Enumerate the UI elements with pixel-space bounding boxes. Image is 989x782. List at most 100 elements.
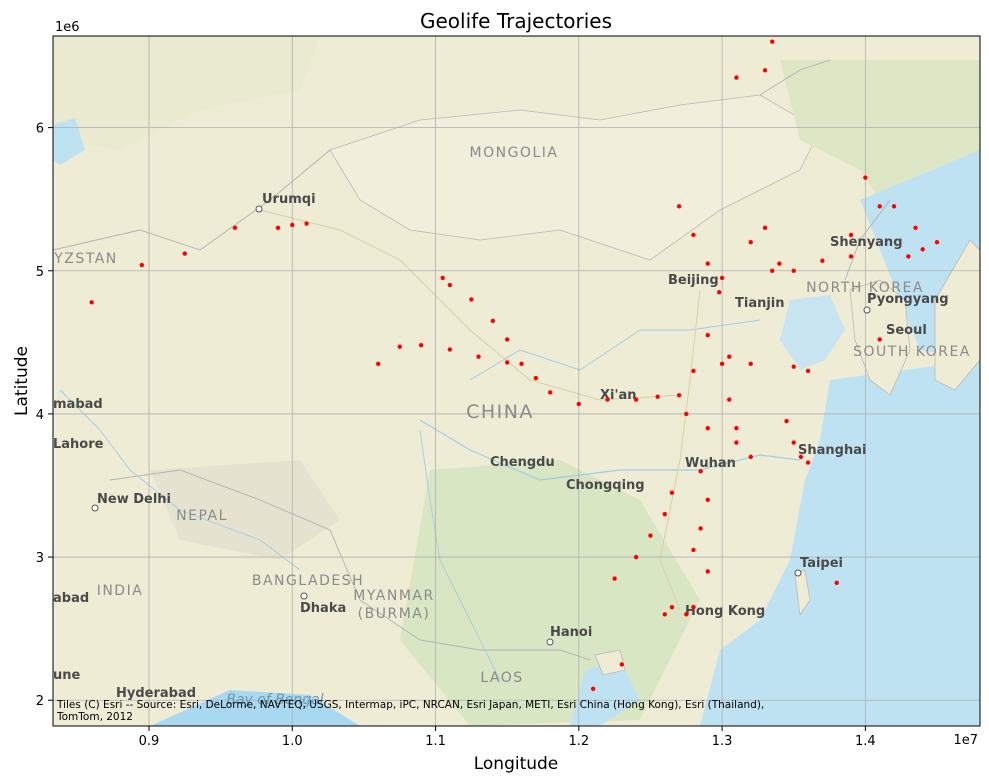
axes-frame — [52, 35, 981, 727]
trajectory-point — [734, 75, 739, 80]
trajectory-point — [691, 604, 696, 610]
label-burma: (BURMA) — [358, 606, 431, 622]
mongolia-region — [329, 94, 821, 261]
border-west — [53, 149, 331, 251]
label-shanghai: Shanghai — [798, 443, 866, 458]
label-china: CHINA — [466, 401, 534, 423]
trajectory-point — [547, 390, 553, 395]
lake-balkhash — [53, 118, 85, 165]
trajectory-point — [139, 262, 145, 268]
trajectory-point — [669, 490, 675, 495]
chart-title: Geolife Trajectories — [420, 9, 612, 33]
y-axis-label: Latitude — [12, 346, 32, 416]
label-abad: abad — [53, 591, 89, 606]
label-urumqi: Urumqi — [262, 192, 316, 207]
trajectory-point — [934, 239, 940, 245]
trajectory-point — [691, 368, 696, 374]
trajectory-point — [662, 511, 667, 517]
trajectory-point — [676, 204, 682, 209]
trajectory-point — [89, 300, 94, 305]
trajectory-point — [698, 526, 703, 531]
trajectory-point — [848, 232, 854, 238]
taiwan — [794, 569, 811, 617]
trajectory-point — [519, 361, 524, 367]
trajectory-point — [504, 337, 510, 342]
trajectory-point — [791, 440, 796, 445]
x-tick-label: 1.3 — [712, 734, 733, 749]
x-tick-label: 1.0 — [282, 734, 303, 749]
label-myanmar: MYANMAR — [353, 588, 434, 604]
trajectory-point — [612, 576, 617, 581]
label-india: INDIA — [97, 583, 144, 599]
bohai-sea — [780, 295, 845, 370]
highway-2 — [659, 289, 701, 611]
label-yzstan: YZSTAN — [53, 251, 118, 267]
trajectory-point — [877, 204, 882, 209]
label-bay-of-bengal: Bay of Bengal — [226, 692, 323, 708]
y-tick-label: 2 — [36, 694, 44, 709]
attribution-line-1: Tiles (C) Esri -- Source: Esri, DeLorme,… — [56, 699, 764, 711]
trajectory-point — [476, 354, 481, 359]
label-chengdu: Chengdu — [490, 455, 555, 470]
trajectory-point — [877, 337, 882, 342]
trajectory-point — [734, 440, 739, 445]
label-bangladesh: BANGLADESH — [252, 573, 364, 589]
label-nepal: NEPAL — [176, 508, 228, 524]
trajectory-point — [182, 251, 188, 256]
trajectory-point — [920, 247, 925, 252]
label-beijing: Beijing — [668, 273, 719, 288]
gulf-of-tonkin — [570, 660, 640, 726]
label-south-korea: SOUTH KOREA — [853, 344, 971, 360]
trajectory-point — [698, 468, 703, 474]
trajectory-point — [648, 533, 653, 538]
trajectory-point — [684, 612, 689, 617]
x-axis-label: Longitude — [474, 754, 559, 774]
trajectory-point — [290, 222, 295, 228]
x-tick-label: 0.9 — [139, 734, 160, 749]
trajectory-point — [705, 497, 710, 503]
trajectory-point — [469, 297, 474, 302]
trajectory-point — [655, 394, 660, 399]
trajectory-point — [719, 361, 725, 367]
trajectory-point — [691, 232, 696, 238]
trajectory-point — [705, 569, 710, 574]
y-offset-text: 1e6 — [55, 20, 80, 35]
trajectory-point — [633, 397, 639, 402]
grid — [53, 36, 980, 726]
trajectory-point — [590, 686, 596, 691]
trajectory-point — [533, 375, 539, 381]
label-taipei: Taipei — [800, 556, 843, 571]
trajectory-point — [605, 397, 610, 402]
basemap — [53, 36, 980, 726]
label-xian: Xi'an — [600, 388, 637, 403]
japan — [934, 239, 980, 391]
yangtze-river — [419, 419, 801, 481]
trajectory-point — [848, 254, 854, 259]
trajectory-point — [676, 393, 682, 398]
label-chongqing: Chongqing — [566, 478, 645, 493]
y-tick-label: 5 — [36, 265, 44, 280]
mekong-river — [419, 429, 501, 681]
trajectory-point — [734, 426, 739, 431]
y-tick-label: 4 — [36, 408, 44, 423]
trajectory-point — [748, 361, 753, 367]
trajectory-point — [705, 261, 710, 266]
x-axis-ticks: 0.9 1.0 1.1 1.2 1.3 1.4 — [139, 726, 876, 749]
trajectory-point — [805, 460, 811, 465]
trajectory-point — [863, 175, 868, 180]
trajectory-point — [777, 261, 782, 266]
trajectory-point — [633, 554, 639, 560]
trajectory-point — [440, 275, 445, 281]
trajectory-point — [705, 426, 710, 431]
trajectory-point — [719, 275, 725, 281]
trajectory-point — [906, 254, 911, 259]
bay-of-bengal — [150, 690, 360, 726]
trajectory-point — [419, 343, 424, 348]
trajectory-point — [791, 268, 796, 273]
label-une: une — [53, 668, 81, 683]
x-tick-label: 1.2 — [568, 734, 589, 749]
trajectory-point — [447, 282, 453, 288]
ganges-river — [59, 389, 301, 571]
trajectory-point — [376, 361, 381, 367]
trajectory-point — [397, 344, 402, 349]
